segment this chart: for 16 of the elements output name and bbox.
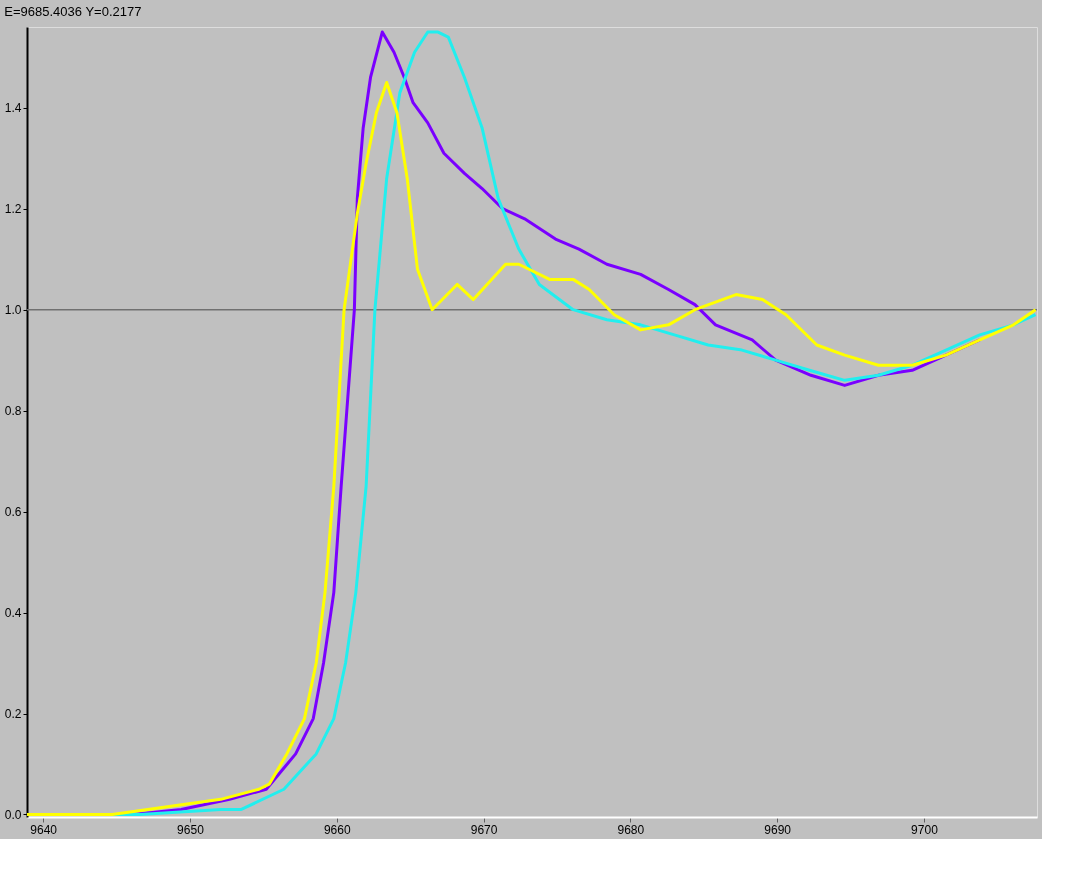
y-tick-label: 0.0 (4, 807, 22, 822)
x-tick-label: 9670 (470, 822, 498, 837)
chart-title: E=9685.4036 Y=0.2177 (4, 4, 142, 19)
x-tick-label: 9660 (323, 822, 351, 837)
y-tick-label: 0.2 (4, 707, 22, 722)
x-tick-label: 9650 (177, 822, 205, 837)
y-tick-label: 1.0 (4, 303, 22, 318)
x-tick-label: 9680 (617, 822, 645, 837)
y-tick-label: 0.8 (4, 404, 22, 419)
y-tick-label: 0.4 (4, 606, 22, 621)
x-tick-label: 9700 (911, 822, 939, 837)
x-tick-label: 9690 (764, 822, 792, 837)
x-tick-label: 9640 (30, 822, 58, 837)
y-tick-label: 1.2 (4, 202, 22, 217)
y-tick-label: 1.4 (4, 101, 22, 116)
y-tick-label: 0.6 (4, 505, 22, 520)
